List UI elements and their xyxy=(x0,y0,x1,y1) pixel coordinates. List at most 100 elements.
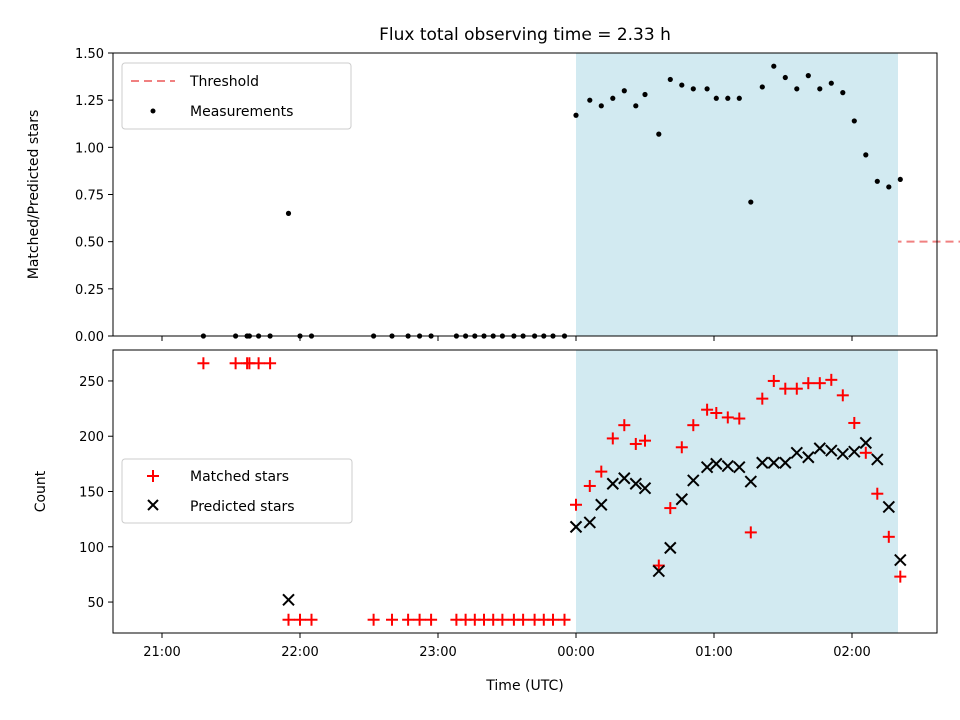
top-panel: 0.00 0.25 0.50 0.75 1.00 1.25 1.50 Matched/Pre… xyxy=(26,47,960,345)
bottom-xlabel: Time (UTC) xyxy=(485,678,563,694)
measurement-point xyxy=(736,95,742,101)
bottom-legend: Matched stars Predicted stars xyxy=(121,458,353,524)
matched-star-point xyxy=(790,382,803,395)
top-y-tick-label: 1.25 xyxy=(75,94,104,109)
predicted-star-point xyxy=(664,541,677,555)
predicted-star-point xyxy=(282,593,295,607)
matched-star-point xyxy=(859,446,872,459)
legend-threshold-label: Threshold xyxy=(189,74,259,90)
predicted-star-point xyxy=(848,445,861,458)
matched-star-point xyxy=(894,570,907,583)
measurement-point xyxy=(573,112,579,118)
measurement-point xyxy=(794,86,800,92)
predicted-star-point xyxy=(710,457,723,471)
measurement-point xyxy=(679,82,685,88)
predicted-star-point xyxy=(802,451,815,464)
bottom-x-tick-label: 01:00 xyxy=(695,645,732,660)
matched-star-point xyxy=(367,613,380,626)
top-y-tick-label: 0.00 xyxy=(75,330,104,345)
matched-star-point xyxy=(547,613,559,626)
measurement-point xyxy=(598,103,604,109)
matched-star-point xyxy=(294,613,306,626)
predicted-star-point xyxy=(595,498,608,511)
predicted-star-point xyxy=(618,472,631,485)
measurement-point xyxy=(667,76,673,83)
measurement-point xyxy=(817,86,823,92)
measurement-point xyxy=(690,86,696,92)
predicted-star-point xyxy=(675,493,689,506)
top-legend: Threshold Measurements xyxy=(121,62,352,130)
measurement-point xyxy=(656,131,662,137)
measurement-point xyxy=(642,91,648,98)
matched-star-point xyxy=(779,382,792,395)
measurement-point xyxy=(759,84,765,90)
matched-star-point xyxy=(282,613,295,626)
matched-star-point xyxy=(618,419,631,432)
matched-star-point xyxy=(595,465,608,478)
predicted-star-point xyxy=(871,453,884,466)
legend-measurements-swatch xyxy=(150,108,156,114)
predicted-star-point xyxy=(779,456,792,469)
matched-star-point xyxy=(825,373,838,386)
legend-predicted-swatch xyxy=(147,499,159,511)
matched-star-point xyxy=(802,377,815,390)
matched-star-point xyxy=(402,613,415,626)
matched-star-point xyxy=(687,419,700,432)
predicted-star-point xyxy=(700,460,714,474)
measurement-point xyxy=(704,86,710,92)
bottom-x-tick-label: 00:00 xyxy=(557,645,594,660)
legend-matched-swatch xyxy=(147,470,159,482)
predicted-star-point xyxy=(629,477,643,490)
measurement-point xyxy=(874,178,880,184)
top-observing-window xyxy=(576,53,898,336)
measurement-point xyxy=(633,103,639,109)
matched-star-point xyxy=(836,389,849,402)
bottom-x-tick-label: 23:00 xyxy=(419,645,456,660)
matched-star-point xyxy=(882,530,895,543)
bottom-x-tick-label: 22:00 xyxy=(281,645,318,660)
bottom-ylabel: Count xyxy=(33,470,49,512)
matched-star-point xyxy=(710,407,723,420)
matched-star-point xyxy=(767,374,780,387)
bottom-panel: 50 100 150 200 250 21:00 22:00 23:00 00:00 01:00… xyxy=(33,349,938,694)
measurement-point xyxy=(828,80,834,86)
measurement-point xyxy=(713,95,719,101)
predicted-star-point xyxy=(813,442,827,455)
predicted-star-point xyxy=(652,564,666,578)
matched-star-point xyxy=(652,559,665,572)
matched-star-point xyxy=(496,613,509,626)
bottom-y-ticks: 50 100 150 200 250 xyxy=(79,375,113,611)
predicted-star-point xyxy=(859,436,873,450)
predicted-star-point xyxy=(767,456,781,469)
measurement-point xyxy=(587,97,593,103)
legend-matched-label: Matched stars xyxy=(190,469,289,485)
predicted-star-point xyxy=(721,459,735,473)
matched-star-point xyxy=(664,502,677,515)
matched-star-point xyxy=(413,613,426,626)
predicted-star-point xyxy=(882,500,896,514)
measurement-point xyxy=(886,184,892,190)
predicted-star-point xyxy=(744,475,758,488)
measurement-point xyxy=(840,90,846,96)
matched-star-point xyxy=(871,487,884,500)
predicted-star-point xyxy=(583,516,597,529)
bottom-y-tick-label: 100 xyxy=(79,541,104,556)
matched-star-point xyxy=(264,357,277,370)
top-legend-box xyxy=(121,62,352,130)
bottom-legend-box xyxy=(121,458,353,524)
measurement-point xyxy=(285,210,292,216)
measurement-point xyxy=(863,152,869,158)
matched-star-point xyxy=(744,526,757,539)
top-y-tick-label: 1.50 xyxy=(75,47,104,62)
measurement-point xyxy=(771,63,777,69)
measurement-point xyxy=(851,118,857,124)
matched-star-point xyxy=(701,403,714,416)
predicted-star-point xyxy=(894,553,907,567)
matched-star-point xyxy=(733,412,746,425)
measurement-point xyxy=(748,199,754,205)
predicted-star-point xyxy=(638,481,652,495)
bottom-y-tick-label: 150 xyxy=(79,486,104,501)
predicted-star-point xyxy=(733,460,746,474)
bottom-x-ticks: 21:00 22:00 23:00 00:00 01:00 02:00 xyxy=(143,633,871,660)
matched-star-point xyxy=(558,613,571,626)
